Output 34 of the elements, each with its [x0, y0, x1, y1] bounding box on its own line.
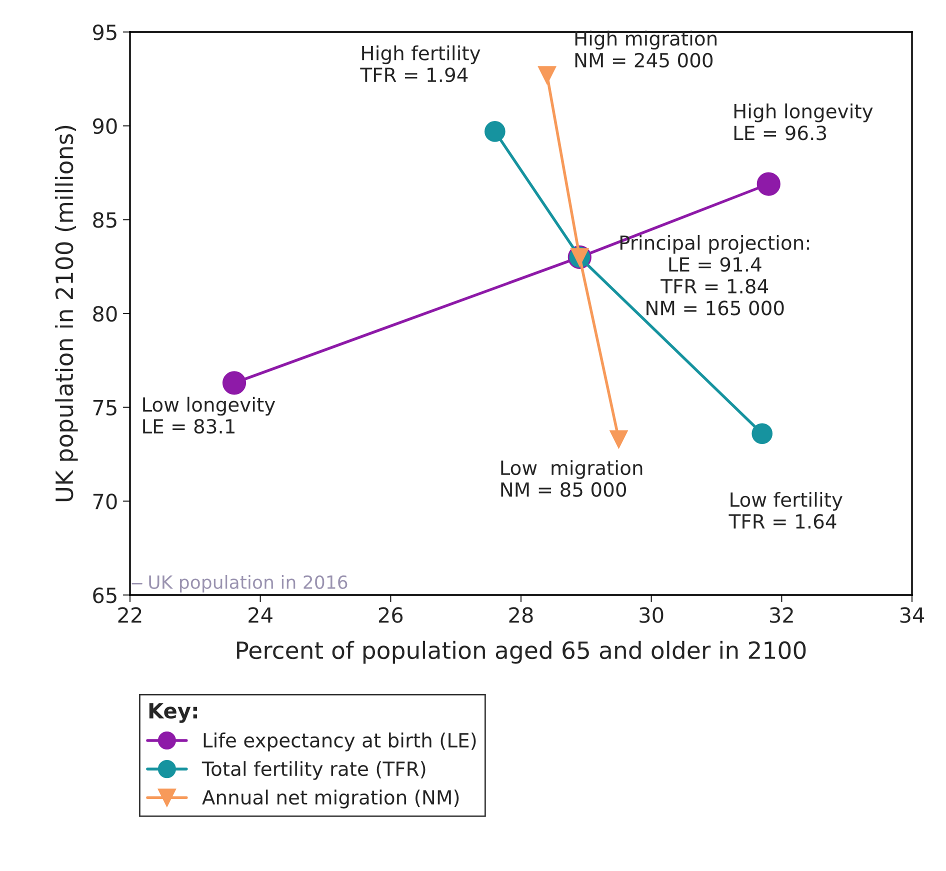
point — [756, 172, 780, 196]
y-axis-title: UK population in 2100 (millions) — [54, 126, 78, 502]
point — [222, 371, 246, 395]
annotation: High migration NM = 245 000 — [575, 30, 717, 68]
point — [484, 121, 506, 142]
x-tick-label: 26 — [378, 607, 403, 623]
ref-line-label: UK population in 2016 — [149, 575, 348, 592]
x-tick-label: 24 — [248, 607, 272, 623]
legend-label: Annual net migration (NM) — [202, 790, 459, 808]
y-tick-label: 95 — [92, 24, 116, 40]
y-tick-label: 75 — [93, 400, 116, 416]
legend-title: Key: — [149, 703, 197, 723]
y-tick-label: 80 — [93, 306, 117, 322]
y-tick-label: 85 — [93, 212, 116, 228]
y-tick-label: 70 — [93, 494, 117, 510]
annotation: High longevity LE = 96.3 — [734, 103, 873, 140]
x-tick-label: 22 — [118, 607, 142, 623]
annotation: Low longevity LE = 83.1 — [143, 396, 276, 434]
annotation: Low fertility TFR = 1.64 — [728, 492, 842, 529]
annotation: High fertility TFR = 1.94 — [360, 45, 480, 82]
x-tick-label: 34 — [900, 607, 924, 623]
x-axis-title: Percent of population aged 65 and older in 2100 — [237, 640, 806, 664]
legend-label: Total fertility rate (TFR) — [202, 761, 426, 780]
point — [752, 423, 773, 444]
x-tick-label: 30 — [640, 607, 664, 623]
legend-label: Life expectancy at birth (LE) — [204, 732, 476, 752]
annotation: Low migration NM = 85 000 — [501, 460, 642, 497]
y-tick-label: 90 — [92, 118, 117, 134]
x-tick-label: 28 — [509, 607, 533, 623]
point — [610, 430, 628, 448]
point — [538, 66, 556, 84]
y-tick-label: 65 — [93, 587, 116, 604]
annotation: Principal projection: LE = 91.4 TFR = 1.84 NM = 165 000 — [620, 234, 809, 316]
x-tick-label: 32 — [770, 607, 793, 623]
